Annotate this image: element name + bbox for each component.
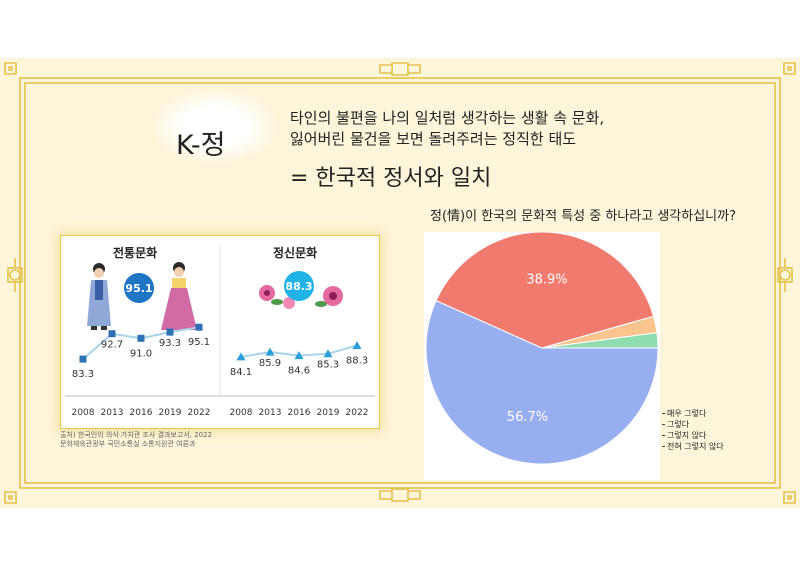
x-tick-label: 2008 [230,408,253,418]
pie-chart: 56.7% 38.9% [425,231,659,465]
hanbok-woman-illustration [161,262,197,330]
value-label: 83.3 [72,369,94,380]
badge-value-traditional: 95.1 [125,282,152,295]
data-point [236,352,246,361]
x-tick-label: 2016 [130,408,153,418]
slice-value-label: 56.7% [507,410,548,425]
x-tick-label: 2013 [101,408,124,418]
value-label: 91.0 [130,348,152,359]
ornamental-frame [4,62,796,504]
pie-slice [435,231,655,349]
data-point [79,355,87,363]
panel-title-traditional: 전통문화 [113,246,158,260]
x-tick-label: 2013 [259,408,282,418]
legend-label: 그렇지 않다 [667,431,707,440]
legend-item: 매우 그렇다 [662,408,724,419]
badge-circle-traditional [124,273,154,303]
value-label: 85.3 [317,360,339,371]
side-knot-ornament-right [777,258,793,292]
legend-item: 전혀 그렇지 않다 [662,441,724,452]
value-label: 84.6 [288,366,310,377]
data-point [137,334,145,342]
legend-label: 그렇다 [667,420,690,429]
flower-illustration [259,285,343,309]
value-label: 88.3 [346,356,368,367]
title-glow [150,88,280,164]
data-point [323,349,333,358]
conclusion-text: = 한국적 정서와 일치 [290,166,492,191]
x-tick-label: 2016 [288,408,311,418]
x-tick-label: 2008 [72,408,95,418]
x-tick-label: 2022 [346,408,369,418]
data-point [352,341,362,350]
pie-chart-title: 정(情)이 한국의 문화적 특성 중 하나라고 생각하십니까? [430,209,736,224]
data-point [166,328,174,336]
pie-slice [541,332,659,349]
hanbok-man-illustration [87,263,111,330]
pie-chart-card: 56.7% 38.9% [424,231,660,480]
value-label: 92.7 [101,340,123,351]
source-line-1: 출처) 한국인의 의식·가치관 조사 결과보고서, 2022 [60,431,213,439]
data-point [265,347,275,356]
description-line-1: 타인의 불편을 나의 일처럼 생각하는 생활 속 문화, [290,109,605,127]
slide-title: K-정 [176,130,226,161]
x-tick-label: 2022 [188,408,211,418]
x-tick-label: 2019 [317,408,340,418]
badge-circle-spiritual [284,271,314,301]
x-tick-label: 2019 [159,408,182,418]
data-point [108,330,116,338]
badge-value-spiritual: 88.3 [285,280,312,293]
slice-value-label: 38.9% [526,273,567,288]
legend-item: 그렇지 않다 [662,430,724,441]
survey-infographic-card: 전통문화 정신문화 95.1 88.3 83.3 2008 92.7 [60,235,380,429]
legend-label: 전혀 그렇지 않다 [667,442,724,451]
data-point [294,351,304,360]
legend-label: 매우 그렇다 [667,409,707,418]
side-knot-ornament-left [7,258,23,292]
line-charts: 95.1 88.3 83.3 2008 92.7 2013 91.0 2016 93.3 20… [65,246,375,418]
value-label: 93.3 [159,338,181,349]
description-line-2: 잃어버린 물건을 보면 돌려주려는 정직한 태도 [290,130,577,148]
value-label: 95.1 [188,337,210,348]
value-label: 84.1 [230,367,252,378]
panel-title-spiritual: 정신문화 [273,246,318,260]
source-line-2: 문화체육관광부 국민소통실 소통지원관 여론과 [60,440,196,448]
data-point [195,323,203,331]
pie-legend: 매우 그렇다 그렇다 그렇지 않다 전혀 그렇지 않다 [662,408,724,452]
value-label: 85.9 [259,358,281,369]
pie-slice [425,299,659,465]
legend-item: 그렇다 [662,419,724,430]
